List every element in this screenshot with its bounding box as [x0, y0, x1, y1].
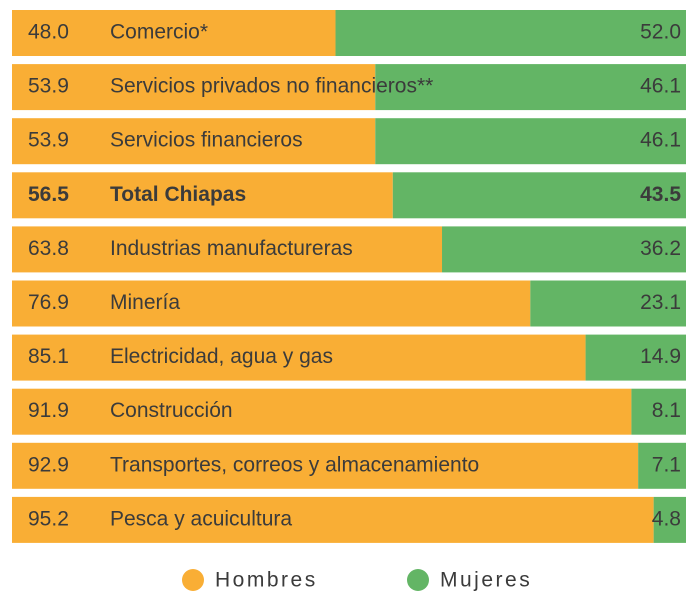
category-label: Comercio*: [110, 21, 208, 44]
category-label: Industrias manufactureras: [110, 237, 353, 260]
category-label: Construcción: [110, 399, 233, 422]
legend-swatch: [407, 569, 429, 591]
bar-segment: [12, 226, 443, 273]
bar-segment: [638, 442, 686, 489]
value-label: 56.5: [28, 183, 69, 206]
bar-segment: [631, 388, 686, 435]
value-label: 91.9: [28, 399, 69, 422]
bar-segment: [585, 334, 686, 381]
bar-segment: [12, 442, 639, 489]
value-label: 95.2: [28, 507, 69, 530]
bar-segment: [12, 10, 336, 56]
bar-segment: [12, 64, 376, 111]
legend-text: Hombres: [215, 569, 318, 592]
bar-segment: [375, 64, 686, 111]
bar-segment: [12, 334, 586, 381]
bar-segment: [12, 496, 654, 543]
bar-segment: [653, 496, 686, 543]
category-label: Total Chiapas: [110, 183, 246, 206]
category-label: Minería: [110, 291, 180, 314]
value-label: 23.1: [640, 291, 681, 314]
value-label: 14.9: [640, 345, 681, 368]
value-label: 48.0: [28, 21, 69, 44]
value-label: 76.9: [28, 291, 69, 314]
value-label: 53.9: [28, 129, 69, 152]
category-label: Servicios privados no financieros**: [110, 75, 433, 98]
value-label: 46.1: [640, 75, 681, 98]
category-label: Pesca y acuicultura: [110, 507, 292, 530]
bar-segment: [530, 280, 686, 327]
value-label: 36.2: [640, 237, 681, 260]
value-label: 4.8: [652, 507, 681, 530]
bar-segment: [375, 118, 686, 165]
legend-text: Mujeres: [440, 569, 532, 592]
value-label: 85.1: [28, 345, 69, 368]
bar-segment: [12, 280, 531, 327]
bar-segment: [12, 388, 632, 435]
category-label: Servicios financieros: [110, 129, 303, 152]
value-label: 46.1: [640, 129, 681, 152]
value-label: 52.0: [640, 21, 681, 44]
bar-segment: [442, 226, 686, 273]
bar-segment: [12, 172, 393, 219]
value-label: 63.8: [28, 237, 69, 260]
value-label: 43.5: [640, 183, 681, 206]
legend-swatch: [182, 569, 204, 591]
bar-segment: [12, 118, 376, 165]
category-label: Electricidad, agua y gas: [110, 345, 333, 368]
value-label: 92.9: [28, 453, 69, 476]
value-label: 53.9: [28, 75, 69, 98]
category-label: Transportes, correos y almacenamiento: [110, 453, 479, 476]
value-label: 7.1: [652, 453, 681, 476]
value-label: 8.1: [652, 399, 681, 422]
bar-segment: [392, 172, 686, 219]
bar-segment: [335, 10, 686, 56]
